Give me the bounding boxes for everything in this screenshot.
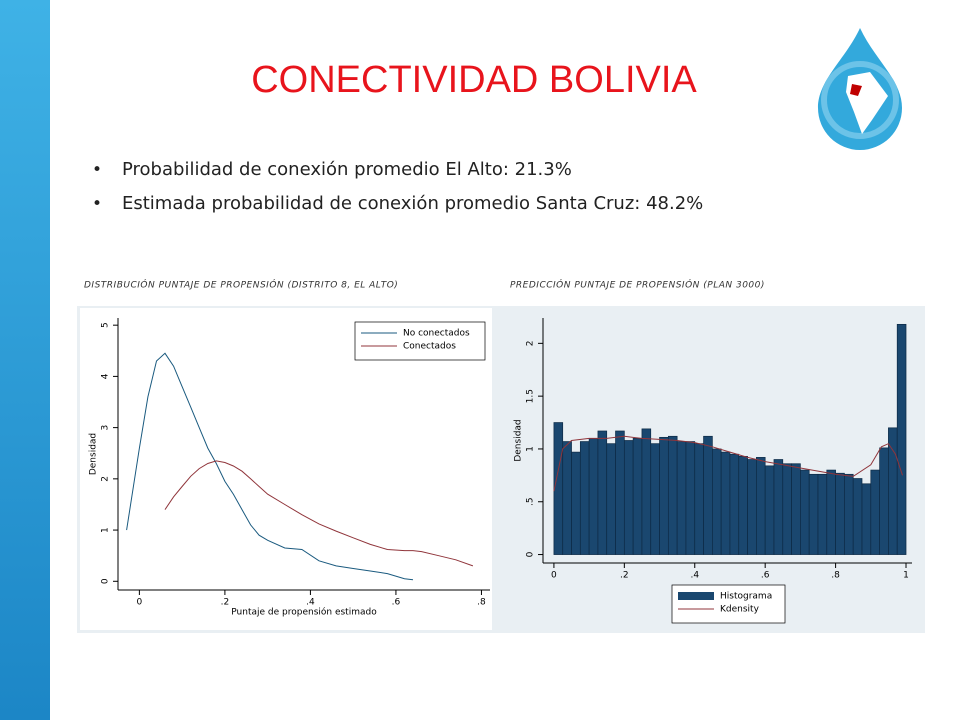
y-tick-label: 0: [526, 551, 536, 557]
chart-title: DISTRIBUCIÓN PUNTAJE DE PROPENSIÓN (DIST…: [84, 279, 398, 291]
histogram-bar: [685, 441, 696, 555]
histogram-bar: [738, 455, 748, 555]
x-tick-label: .2: [221, 598, 230, 608]
legend-label: No conectados: [403, 329, 470, 339]
legend-box: [354, 321, 486, 361]
y-tick-label: 1: [526, 446, 536, 452]
histogram-bar: [808, 473, 819, 555]
legend: No conectados Conectados: [354, 321, 486, 361]
bullet: Estimada probabilidad de conexión promed…: [122, 193, 703, 214]
histogram-bar: [641, 428, 652, 555]
y-axis-title: Densidad: [514, 419, 524, 461]
legend-box: [671, 584, 786, 624]
histogram-bar: [562, 441, 572, 555]
data-line: [126, 352, 414, 581]
histogram-bar: [764, 465, 775, 555]
x-tick-label: 0: [137, 598, 143, 608]
data-line: [553, 435, 903, 492]
histogram-bar: [579, 441, 590, 555]
histogram-bar: [835, 472, 845, 555]
y-tick-label: 2: [526, 340, 536, 346]
histogram-bar: [729, 453, 740, 555]
histogram-bar: [879, 447, 889, 555]
legend-label: Conectados: [403, 342, 456, 352]
histogram-bar: [817, 473, 828, 555]
x-tick-label: .8: [477, 598, 486, 608]
histogram-bar: [773, 459, 784, 555]
histogram-bar: [844, 473, 854, 555]
legend-label: Kdensity: [720, 605, 760, 615]
x-tick-label: .4: [306, 598, 315, 608]
y-tick-label: 5: [101, 322, 111, 328]
histogram-bar: [676, 441, 687, 555]
side-bar: [0, 0, 50, 720]
x-axis-title: Puntaje de propensión estimado: [231, 607, 377, 618]
histogram-bar: [632, 438, 643, 555]
histogram-bar: [623, 440, 634, 555]
histogram-bar: [720, 451, 731, 555]
y-tick-label: 1: [101, 527, 111, 533]
legend-label: Histograma: [720, 592, 772, 602]
histogram-bar: [826, 469, 836, 555]
histogram-bar: [597, 430, 608, 555]
y-tick-label: .5: [526, 497, 536, 506]
legend-swatch: [678, 592, 714, 600]
x-tick-label: .6: [761, 571, 770, 581]
histogram-bar: [703, 435, 713, 555]
histogram-bar: [615, 430, 625, 555]
histogram-bar: [800, 469, 810, 555]
histogram-bar: [861, 483, 872, 555]
x-tick-label: .8: [831, 571, 840, 581]
histogram-bar: [870, 469, 880, 555]
legend: Histograma Kdensity: [671, 584, 786, 624]
histogram-bar: [747, 459, 757, 555]
bullet-dot: •: [92, 194, 102, 214]
histogram-bar: [659, 436, 669, 555]
histogram-bar: [694, 443, 704, 555]
x-tick-label: .4: [690, 571, 699, 581]
y-tick-label: 2: [101, 476, 111, 482]
histogram-bar: [852, 478, 863, 555]
histogram-bar: [712, 448, 722, 555]
y-tick-label: 1.5: [526, 389, 536, 403]
histogram-bar: [571, 451, 581, 555]
histogram-bar: [896, 323, 907, 555]
y-tick-label: 0: [101, 578, 111, 584]
histogram-bar: [667, 435, 678, 555]
slide-title: CONECTIVIDAD BOLIVIA: [251, 59, 697, 101]
histogram-bar: [650, 443, 660, 555]
bullet: Probabilidad de conexión promedio El Alt…: [122, 159, 572, 180]
y-axis-title: Densidad: [89, 433, 99, 475]
x-tick-label: 0: [551, 571, 557, 581]
chart-title: PREDICCIÓN PUNTAJE DE PROPENSIÓN (PLAN 3…: [510, 279, 765, 291]
histogram-bar: [888, 427, 898, 555]
histogram-bar: [606, 443, 616, 555]
x-tick-label: .2: [620, 571, 629, 581]
histogram-bar: [588, 438, 599, 555]
x-tick-label: 1: [903, 571, 909, 581]
logo: [818, 28, 902, 150]
histogram-bar: [756, 457, 766, 555]
y-tick-label: 4: [101, 373, 111, 379]
data-line: [164, 460, 474, 567]
x-tick-label: .6: [392, 598, 401, 608]
histogram-bar: [553, 422, 564, 555]
plot-area: [80, 308, 492, 630]
y-tick-label: 3: [101, 425, 111, 431]
histogram-bar: [791, 463, 801, 555]
histogram-bar: [782, 463, 792, 555]
bullet-dot: •: [92, 160, 102, 180]
